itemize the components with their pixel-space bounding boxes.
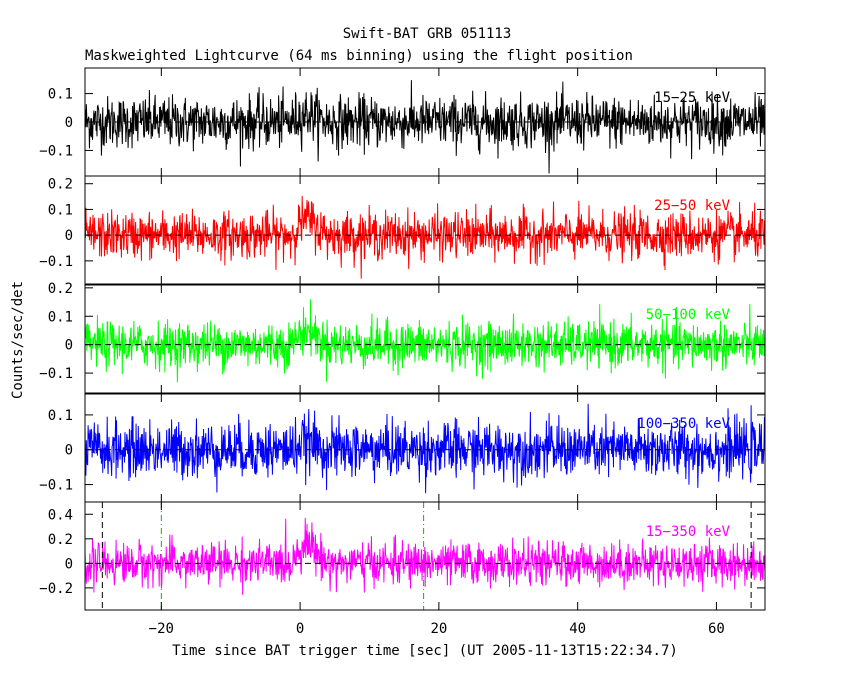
series-trace [85, 299, 765, 383]
panel-energy-label: 25−50 keV [654, 198, 730, 214]
panel-energy-label: 100−350 keV [637, 416, 730, 432]
chart-subtitle: Maskweighted Lightcurve (64 ms binning) … [85, 48, 633, 64]
y-tick-label: 0.2 [48, 281, 73, 297]
panel-energy-label: 15−25 keV [654, 90, 730, 106]
panel-15-25-kev: −0.1 0 0.1 15−25 keV [39, 67, 766, 177]
x-tick-label: 40 [569, 621, 586, 637]
panel-frame [84, 175, 766, 285]
panel-energy-label: 15−350 keV [646, 524, 731, 540]
panel-25-50-kev: −0.1 0 0.1 0.2 25−50 keV [39, 175, 766, 285]
y-tick-label: 0.4 [48, 507, 73, 523]
panel-100-350-kev: −0.1 0 0.1 100−350 keV [39, 393, 766, 503]
y-tick-label: 0.2 [48, 177, 73, 193]
x-tick-label: −20 [149, 621, 174, 637]
x-axis-label: Time since BAT trigger time [sec] (UT 20… [172, 643, 678, 659]
series-trace [85, 517, 765, 595]
series-trace [85, 195, 765, 279]
panel-15-350-kev: −0.2 0 0.2 0.4 15−350 keV [39, 501, 766, 611]
y-tick-label: 0 [65, 443, 73, 459]
panels-group: −0.100.1 15−25 keV−0.100.10.225−50 keV−0.… [39, 67, 766, 637]
panel-energy-label: 50−100 keV [646, 307, 731, 323]
y-tick-label: −0.1 [39, 254, 73, 270]
series-trace [85, 80, 765, 174]
panel-frame [84, 284, 766, 394]
y-tick-label: −0.2 [39, 581, 73, 597]
series-trace [85, 403, 765, 494]
y-tick-label: 0 [65, 338, 73, 354]
panel-50-100-kev: −0.1 0 0.1 0.2 50−100 keV [39, 281, 766, 394]
y-tick-label: 0.2 [48, 532, 73, 548]
x-tick-label: 60 [708, 621, 725, 637]
y-tick-label: 0.1 [48, 309, 73, 325]
x-tick-label: 20 [430, 621, 447, 637]
y-tick-label: 0.1 [48, 408, 73, 424]
y-tick-label: −0.1 [39, 478, 73, 494]
y-axis-label: Counts/sec/det [10, 281, 26, 399]
y-tick-label: −0.1 [39, 143, 73, 159]
y-tick-label: 0 [65, 228, 73, 244]
y-tick-label: 0 [65, 115, 73, 131]
y-tick-label: 0.1 [48, 202, 73, 218]
y-tick-label: 0.1 [48, 87, 73, 103]
y-tick-label: 0 [65, 556, 73, 572]
panel-frame [84, 501, 766, 611]
x-tick-label: 0 [296, 621, 304, 637]
chart-title: Swift-BAT GRB 051113 [343, 26, 512, 42]
y-tick-label: −0.1 [39, 366, 73, 382]
